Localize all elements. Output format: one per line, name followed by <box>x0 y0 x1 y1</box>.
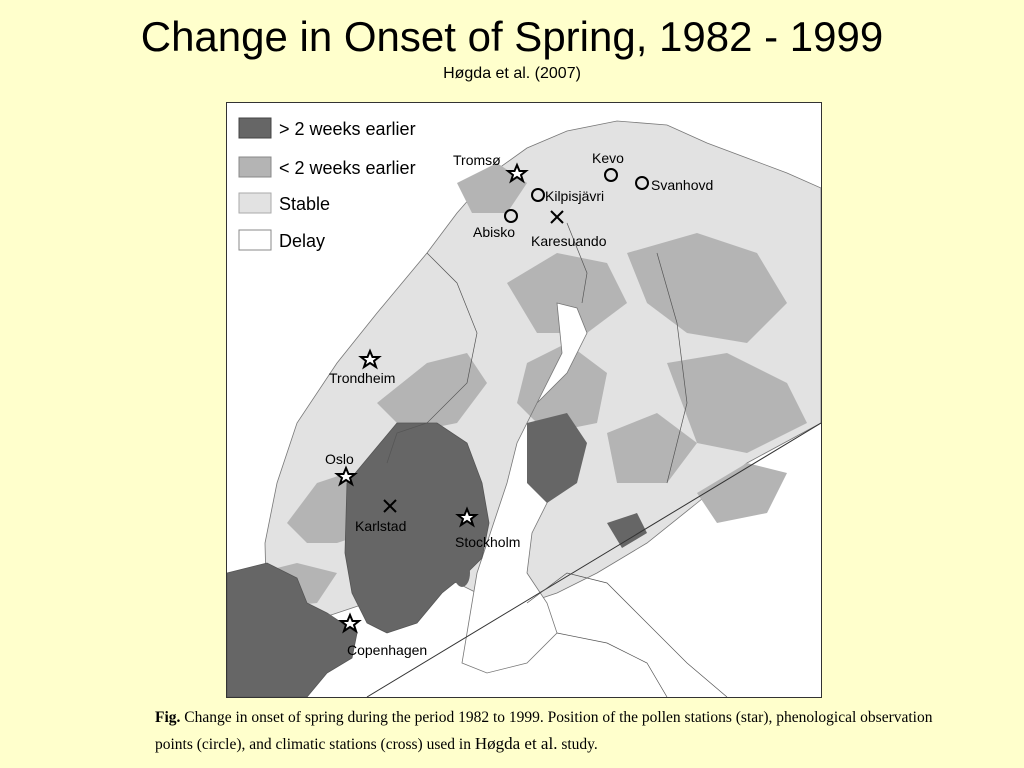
light-gray-patches <box>257 163 807 608</box>
legend-swatch-delay <box>238 229 272 251</box>
country-borders <box>386 222 728 697</box>
cross-icon <box>383 499 397 513</box>
circle-icon <box>635 176 649 190</box>
station-label-tromso: Tromsø <box>453 152 501 168</box>
boundary-line <box>366 422 821 697</box>
circle-icon <box>604 168 618 182</box>
station-labels: Tromsø Kevo Kilpisjävri Svanhovd Abisko … <box>325 150 713 658</box>
caption-text-1: Change in onset of spring during the per… <box>155 709 933 753</box>
spring-onset-map: > 2 weeks earlier < 2 weeks earlier Stab… <box>226 102 822 698</box>
map-legend: > 2 weeks earlier < 2 weeks earlier Stab… <box>238 117 416 251</box>
map-svg: > 2 weeks earlier < 2 weeks earlier Stab… <box>227 103 821 697</box>
circle-icon <box>504 209 518 223</box>
gotland-island <box>454 559 470 587</box>
station-label-copenhagen: Copenhagen <box>347 642 427 658</box>
caption-text-2: study. <box>557 736 598 753</box>
legend-swatch-dark <box>238 117 272 139</box>
caption-author: Høgda et al. <box>474 734 558 753</box>
station-label-abisko: Abisko <box>473 224 515 240</box>
cross-icon <box>550 210 564 224</box>
star-icon <box>334 465 358 487</box>
station-label-oslo: Oslo <box>325 451 354 467</box>
figure-caption: Fig. Change in onset of spring during th… <box>155 705 955 758</box>
station-label-karlstad: Karlstad <box>355 518 406 534</box>
legend-label-delay: Delay <box>279 231 325 251</box>
legend-label-dark: > 2 weeks earlier <box>279 119 416 139</box>
star-icon <box>358 348 382 370</box>
star-icon <box>338 612 362 634</box>
dark-region-finland-2 <box>607 513 647 548</box>
station-label-trondheim: Trondheim <box>329 370 395 386</box>
star-icon <box>505 162 529 184</box>
star-icon <box>455 506 479 528</box>
station-label-svanhovd: Svanhovd <box>651 177 713 193</box>
slide-subtitle: Høgda et al. (2007) <box>443 65 581 82</box>
legend-label-light: < 2 weeks earlier <box>279 158 416 178</box>
circle-icon <box>531 188 545 202</box>
legend-swatch-stable <box>238 192 272 214</box>
slide-title: Change in Onset of Spring, 1982 - 1999 <box>140 13 884 60</box>
zealand-island <box>308 613 336 633</box>
station-label-kevo: Kevo <box>592 150 624 166</box>
dark-region-finland <box>527 413 587 503</box>
station-label-kilpisjavri: Kilpisjävri <box>545 188 604 204</box>
legend-swatch-light <box>238 156 272 178</box>
dark-region-denmark <box>227 562 358 697</box>
station-markers <box>334 162 649 634</box>
station-label-karesuando: Karesuando <box>531 233 607 249</box>
caption-fig-label: Fig. <box>155 709 181 726</box>
legend-label-stable: Stable <box>279 194 330 214</box>
station-label-stockholm: Stockholm <box>455 534 520 550</box>
